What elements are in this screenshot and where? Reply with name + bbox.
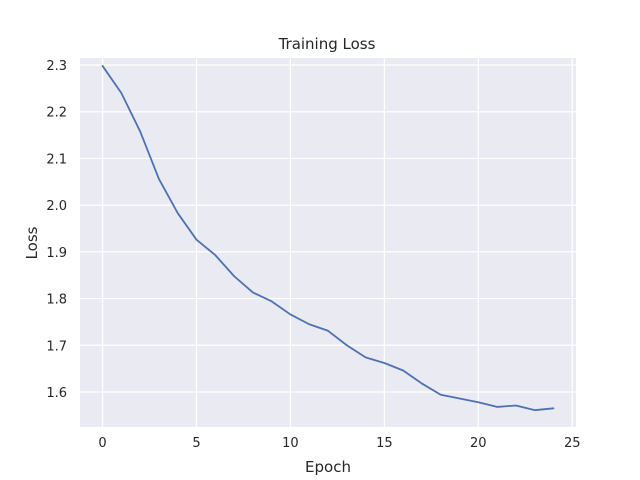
- x-gridlines: [101, 58, 573, 427]
- y-axis-title: Loss: [23, 226, 41, 259]
- chart-title: Training Loss: [278, 35, 376, 53]
- y-tick-label: 2.2: [46, 106, 67, 121]
- y-gridlines: [80, 64, 576, 393]
- y-tick-label: 1.6: [46, 386, 67, 401]
- y-tick-label: 1.7: [46, 339, 67, 354]
- x-tick-label: 15: [376, 436, 393, 451]
- x-tick-label: 25: [564, 436, 581, 451]
- x-tick-labels: 0 5 10 15 20 25: [98, 436, 580, 451]
- x-axis-title: Epoch: [305, 458, 351, 476]
- x-tick-label: 0: [98, 436, 106, 451]
- x-tick-label: 20: [470, 436, 487, 451]
- y-tick-label: 2.3: [46, 59, 67, 74]
- series-layer: [101, 65, 555, 412]
- y-tick-labels: 1.6 1.7 1.8 1.9 2.0 2.1 2.2 2.3: [46, 59, 67, 401]
- y-tick-label: 2.0: [46, 199, 67, 214]
- loss-series-line: [101, 65, 555, 412]
- y-tick-label: 1.9: [46, 246, 67, 261]
- y-tick-label: 2.1: [46, 152, 67, 167]
- x-tick-label: 5: [192, 436, 200, 451]
- y-tick-label: 1.8: [46, 293, 67, 308]
- x-tick-label: 10: [282, 436, 299, 451]
- plot-background: [80, 58, 576, 427]
